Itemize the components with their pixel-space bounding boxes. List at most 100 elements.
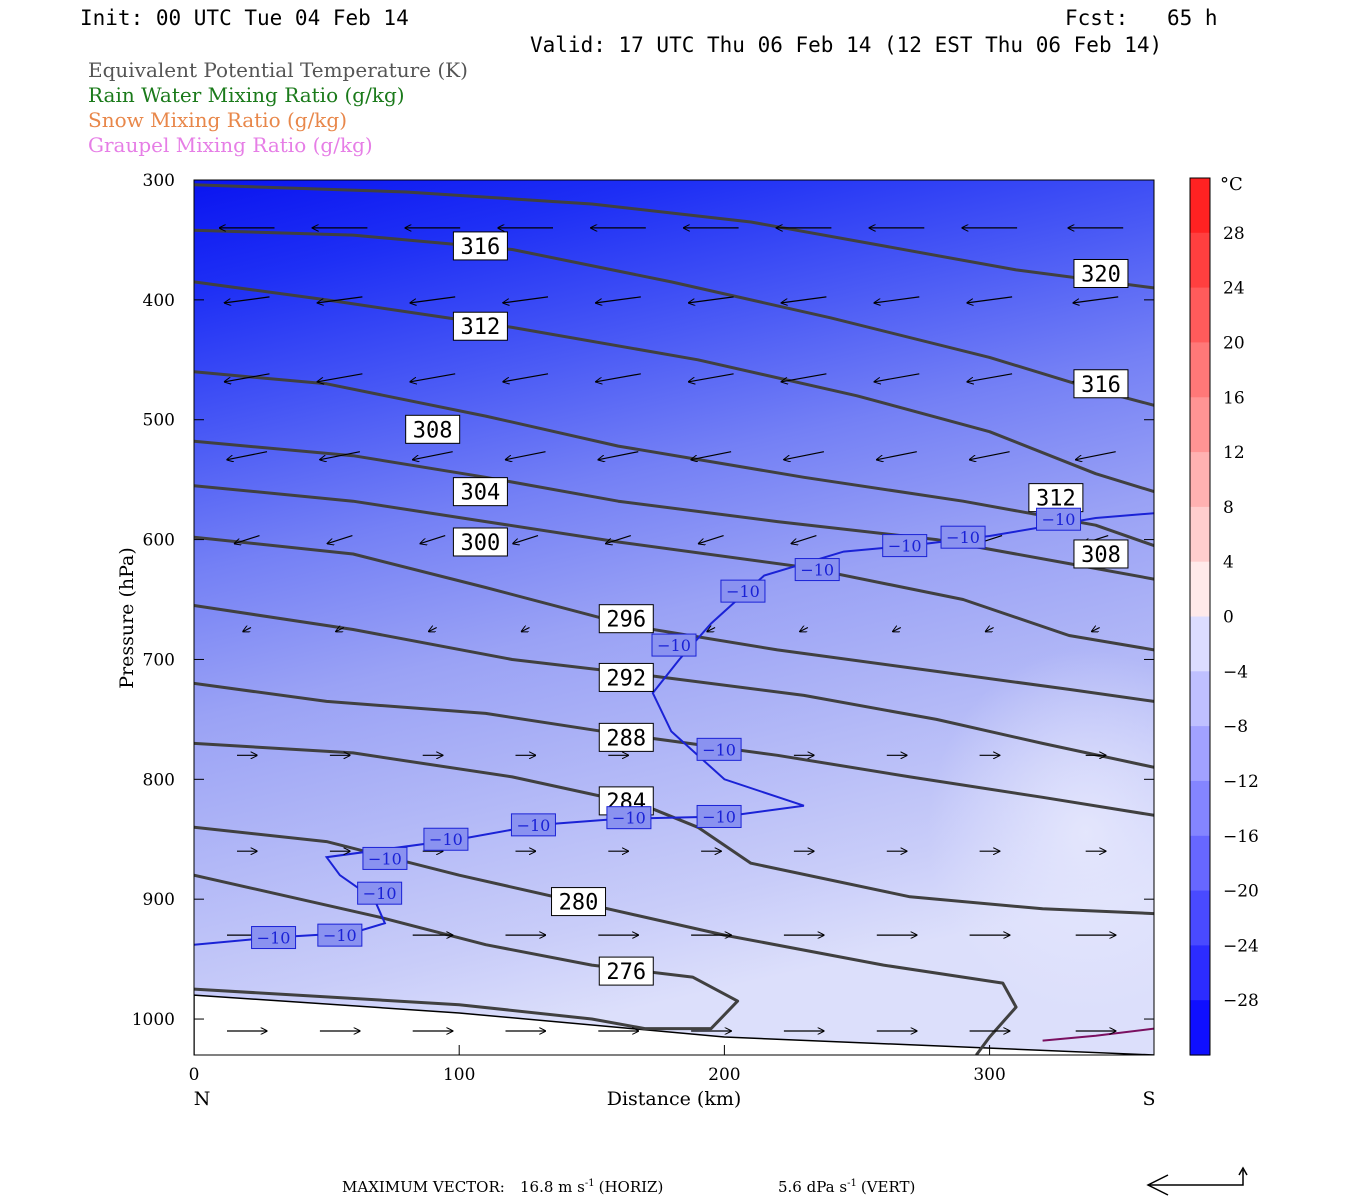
plot-frame bbox=[193, 179, 1155, 1056]
theta-e-contour-line bbox=[194, 439, 1154, 581]
colorbar-label: 28 bbox=[1223, 224, 1245, 244]
wind-vector bbox=[320, 451, 361, 460]
theta-e-label: 308 bbox=[1073, 539, 1129, 569]
wind-vector bbox=[1076, 451, 1116, 460]
theta-e-label-text: 280 bbox=[559, 891, 599, 916]
theta-e-label-box bbox=[551, 887, 607, 917]
theta-e-label: 312 bbox=[452, 311, 508, 341]
wind-vector bbox=[877, 451, 917, 460]
theta-e-label: 320 bbox=[1073, 258, 1129, 288]
colorbar-bin bbox=[1190, 178, 1210, 234]
wind-vector bbox=[503, 373, 549, 382]
x-tick-label: 200 bbox=[708, 1065, 740, 1085]
wind-vector bbox=[420, 535, 446, 544]
x-tick-label: 0 bbox=[189, 1065, 200, 1085]
theta-e-label: 276 bbox=[598, 956, 654, 986]
max-vector-horiz: 16.8 m s-1 (HORIZ) bbox=[520, 1178, 663, 1196]
isotherm-label: −10 bbox=[696, 737, 742, 761]
colorbar-bin bbox=[1190, 232, 1210, 289]
colorbar-bin bbox=[1190, 287, 1210, 343]
isotherm-label-box bbox=[696, 737, 742, 761]
theta-e-label-box bbox=[1073, 369, 1129, 399]
isotherm-label: −10 bbox=[696, 804, 742, 828]
wind-vector bbox=[781, 373, 827, 382]
colorbar-bin bbox=[1190, 890, 1210, 946]
isotherm-label: −10 bbox=[1036, 507, 1082, 531]
isotherm-label-box bbox=[362, 846, 408, 870]
wind-vector bbox=[967, 373, 1013, 382]
wind-vector bbox=[606, 535, 631, 544]
wind-vector bbox=[689, 373, 734, 382]
theta-e-label: 312 bbox=[1028, 483, 1084, 513]
isotherm-label-box bbox=[1036, 507, 1082, 531]
wind-vector bbox=[893, 628, 902, 632]
wind-vector bbox=[596, 373, 641, 382]
theta-e-label-box bbox=[598, 662, 654, 692]
wind-vector bbox=[598, 451, 639, 460]
wind-vector bbox=[503, 296, 549, 303]
theta-e-label-box bbox=[598, 604, 654, 634]
isotherm-label-text: −10 bbox=[726, 582, 760, 601]
colorbar-bin bbox=[1190, 397, 1210, 453]
theta-e-label-box bbox=[452, 231, 508, 261]
isotherm-label-text: −10 bbox=[657, 636, 691, 655]
wind-vector bbox=[317, 373, 363, 382]
theta-e-label: 280 bbox=[551, 887, 607, 917]
isotherm-label: −10 bbox=[251, 926, 297, 950]
wind-vector bbox=[235, 535, 260, 544]
theta-e-label-box bbox=[452, 527, 508, 557]
wind-vector bbox=[874, 373, 920, 382]
colorbar-label: −12 bbox=[1223, 772, 1259, 792]
wind-vector bbox=[410, 373, 456, 382]
colorbar-frame bbox=[1189, 177, 1211, 1056]
colorbar-label: 20 bbox=[1223, 333, 1245, 353]
y-tick-label: 400 bbox=[143, 291, 175, 311]
isotherm-label-text: −10 bbox=[363, 884, 397, 903]
colorbar-bin bbox=[1190, 342, 1210, 398]
colorbar-bin bbox=[1190, 616, 1210, 672]
theta-e-label-box bbox=[405, 414, 461, 444]
y-tick-label: 500 bbox=[143, 411, 175, 431]
theta-e-label-text: 276 bbox=[606, 960, 646, 985]
terrain bbox=[194, 994, 1154, 1055]
x-axis-label: Distance (km) bbox=[607, 1088, 742, 1110]
theta-e-label-text: 300 bbox=[461, 531, 501, 556]
wind-vector bbox=[691, 451, 732, 460]
colorbar-bin bbox=[1190, 835, 1210, 892]
reference-arrow-head bbox=[1146, 1174, 1169, 1196]
wind-vector bbox=[225, 296, 270, 303]
theta-e-contour-line bbox=[194, 280, 1154, 494]
colorbar-label: 0 bbox=[1223, 608, 1234, 628]
theta-e-label-text: 296 bbox=[606, 608, 646, 633]
valid-time: Valid: 17 UTC Thu 06 Feb 14 (12 EST Thu … bbox=[530, 33, 1162, 57]
colorbar-label: 8 bbox=[1223, 498, 1234, 518]
colorbar-bin bbox=[1190, 561, 1210, 618]
wind-vector bbox=[689, 296, 734, 303]
theta-e-contour-line bbox=[194, 183, 1154, 290]
colorbar-label: −8 bbox=[1223, 717, 1248, 737]
wind-vector bbox=[506, 451, 546, 460]
theta-e-label: 304 bbox=[452, 477, 508, 507]
x-end-left: N bbox=[194, 1088, 211, 1110]
wind-vector bbox=[707, 628, 716, 632]
theta-e-label-text: 304 bbox=[461, 481, 501, 506]
theta-e-label-text: 288 bbox=[606, 726, 646, 751]
max-vector-label: MAXIMUM VECTOR: bbox=[342, 1178, 505, 1196]
isotherm-label-box bbox=[940, 525, 986, 549]
plot-area: 2762802842882922963003043083123163203163… bbox=[194, 180, 1154, 1055]
isotherm-label-box bbox=[510, 813, 556, 837]
theta-e-label-box bbox=[1028, 483, 1084, 513]
isotherm-label-text: −10 bbox=[800, 561, 834, 580]
isotherm-label-box bbox=[251, 926, 297, 950]
theta-e-label: 288 bbox=[598, 722, 654, 752]
theta-e-label: 300 bbox=[452, 527, 508, 557]
legend-entry: Rain Water Mixing Ratio (g/kg) bbox=[88, 83, 405, 107]
wind-vector bbox=[227, 451, 268, 460]
theta-e-contour-line bbox=[194, 484, 1154, 652]
isotherm-label-text: −10 bbox=[323, 926, 357, 945]
colorbar-bin bbox=[1190, 452, 1210, 508]
theta-e-label-text: 308 bbox=[1081, 543, 1121, 568]
theta-e-label: 308 bbox=[405, 414, 461, 444]
legend-entry: Equivalent Potential Temperature (K) bbox=[88, 58, 468, 82]
wind-vector bbox=[874, 296, 920, 303]
